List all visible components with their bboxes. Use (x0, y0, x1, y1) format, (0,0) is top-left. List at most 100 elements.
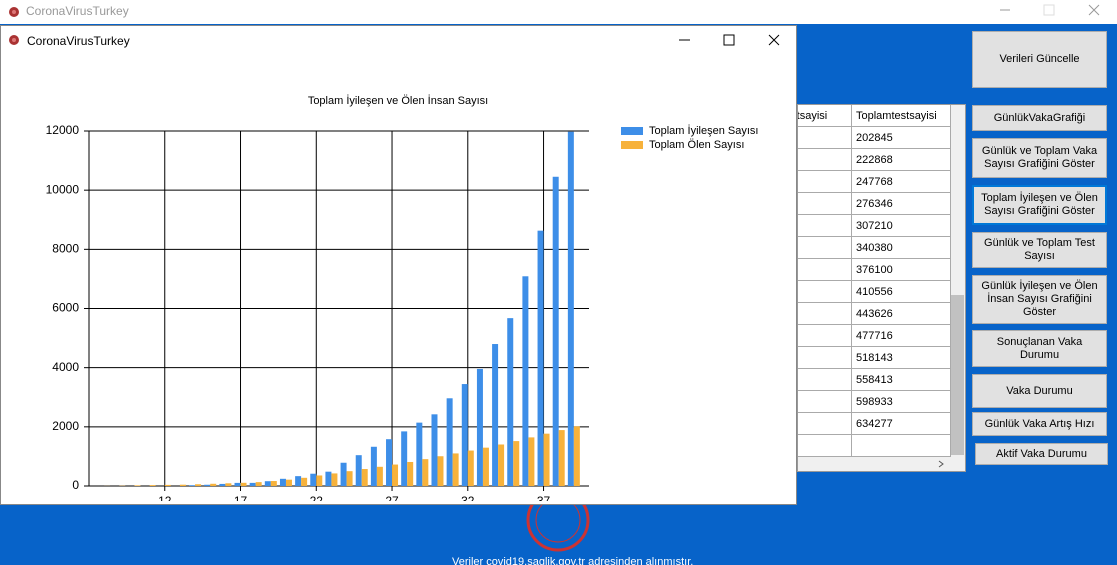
x-tick-label: 32 (461, 494, 475, 501)
table-cell (798, 171, 852, 193)
button[interactable]: Vaka Durumu (972, 374, 1107, 408)
button[interactable]: Günlük Vaka Artış Hızı (972, 412, 1107, 436)
table-cell (798, 149, 852, 171)
bar (295, 476, 302, 486)
bar (498, 444, 505, 486)
table-cell (798, 413, 852, 435)
bar (392, 464, 399, 486)
y-tick-label: 0 (72, 478, 79, 492)
bar (179, 484, 186, 486)
column-header: testsayisi (798, 105, 852, 127)
bar (558, 430, 565, 486)
bar (361, 469, 368, 486)
table-cell (798, 303, 852, 325)
main-title: CoronaVirusTurkey (26, 4, 129, 18)
x-tick-label: 17 (234, 494, 248, 501)
bar (234, 482, 241, 486)
column-header: Toplamtestsayisi (852, 105, 951, 127)
bar (407, 461, 414, 486)
chart-window-title: CoronaVirusTurkey (27, 34, 130, 48)
table-cell (798, 237, 852, 259)
bar (513, 441, 520, 486)
y-tick-label: 2000 (52, 419, 79, 433)
chart-title: Toplam İyileşen ve Ölen İnsan Sayısı (308, 94, 488, 107)
x-tick-label: 37 (537, 494, 551, 501)
bar (255, 482, 262, 486)
bar (195, 484, 202, 486)
x-tick-label: 12 (158, 494, 172, 501)
button[interactable]: Günlük ve Toplam Vaka Sayısı Grafiğini G… (972, 138, 1107, 178)
button[interactable]: Verileri Güncelle (972, 31, 1107, 88)
table-cell (798, 259, 852, 281)
button[interactable]: Günlük ve Toplam Test Sayısı (972, 232, 1107, 268)
table-cell: 558413 (852, 369, 951, 391)
bar (285, 479, 292, 486)
bar (522, 276, 529, 486)
bar (134, 485, 141, 486)
bar (446, 398, 453, 486)
bar (567, 131, 574, 486)
bar (225, 483, 232, 486)
h-scrollbar[interactable] (798, 456, 950, 471)
bar (279, 478, 286, 486)
table-cell: 307210 (852, 215, 951, 237)
bar (431, 414, 438, 486)
bar (219, 483, 226, 486)
chart: Toplam İyileşen ve Ölen İnsan Sayısı 0 20… (46, 94, 759, 501)
table-cell (852, 435, 951, 457)
bar (492, 344, 499, 486)
scrollbar[interactable] (950, 105, 965, 471)
table-cell (798, 435, 852, 457)
bar (370, 446, 377, 486)
bar (537, 230, 544, 486)
bar (310, 473, 317, 486)
bar (376, 466, 383, 486)
bar (210, 483, 217, 486)
legend-label: Toplam İyileşen Sayısı (649, 124, 758, 137)
button[interactable]: Toplam İyileşen ve Ölen Sayısı Grafiğini… (972, 185, 1107, 225)
table-cell: 410556 (852, 281, 951, 303)
table-cell (798, 281, 852, 303)
table-cell (798, 347, 852, 369)
table-cell: 518143 (852, 347, 951, 369)
y-tick-label: 4000 (52, 360, 79, 374)
data-table: testsayisiToplamtestsayisi20284522286824… (797, 104, 966, 472)
bar (386, 439, 393, 486)
table-cell: 222868 (852, 149, 951, 171)
y-tick-label: 10000 (46, 182, 80, 196)
button[interactable]: Sonuçlanan Vaka Durumu (972, 330, 1107, 367)
legend-swatch (621, 141, 643, 149)
bar (507, 318, 514, 486)
table-cell (798, 215, 852, 237)
legend-label: Toplam Ölen Sayısı (649, 139, 744, 151)
table-cell (798, 391, 852, 413)
button[interactable]: Aktif Vaka Durumu (975, 443, 1108, 465)
bar (340, 462, 347, 486)
chart-window: CoronaVirusTurkey Toplam İyileşen ve Öle… (0, 25, 797, 505)
y-tick-label: 12000 (46, 123, 80, 137)
table-cell (798, 325, 852, 347)
button[interactable]: Günlük İyileşen ve Ölen İnsan Sayısı Gra… (972, 275, 1107, 324)
chart-window-controls[interactable] (671, 28, 791, 52)
bar (189, 485, 196, 486)
y-tick-label: 6000 (52, 301, 79, 315)
bar (316, 475, 323, 486)
table-cell: 598933 (852, 391, 951, 413)
bar (331, 473, 338, 486)
y-tick-label: 8000 (52, 242, 79, 256)
bar (461, 384, 468, 486)
bar (346, 471, 353, 486)
bar (270, 481, 277, 486)
table-cell (798, 127, 852, 149)
button[interactable]: GünlükVakaGrafiği (972, 105, 1107, 131)
bar (482, 447, 489, 486)
bar (476, 368, 483, 486)
window-controls[interactable] (990, 0, 1107, 24)
table-cell: 202845 (852, 127, 951, 149)
bar (416, 422, 423, 486)
table-cell: 634277 (852, 413, 951, 435)
bar (149, 485, 156, 486)
x-tick-label: 27 (385, 494, 399, 501)
bar (552, 176, 559, 486)
